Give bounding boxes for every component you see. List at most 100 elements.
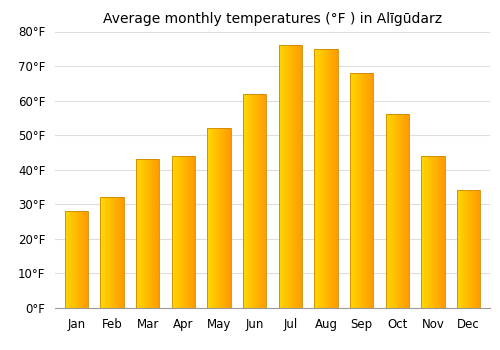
Bar [145,159,146,308]
Bar [178,156,180,308]
Bar [360,73,361,308]
Bar [294,45,295,308]
Bar [466,190,467,308]
Bar [80,211,81,308]
Bar [436,156,437,308]
Bar [153,159,154,308]
Bar [278,45,280,308]
Bar [322,49,323,308]
Bar [363,73,364,308]
Bar [422,156,444,308]
Bar [222,128,223,308]
Bar [192,156,193,308]
Bar [432,156,433,308]
Bar [261,94,262,308]
Bar [407,114,408,308]
Bar [362,73,363,308]
Bar [330,49,331,308]
Bar [148,159,149,308]
Bar [472,190,473,308]
Bar [301,45,302,308]
Bar [331,49,332,308]
Bar [280,45,281,308]
Bar [251,94,252,308]
Bar [211,128,212,308]
Bar [76,211,77,308]
Bar [138,159,139,308]
Bar [65,211,66,308]
Bar [388,114,389,308]
Bar [457,190,480,308]
Bar [287,45,288,308]
Bar [327,49,328,308]
Bar [180,156,181,308]
Bar [74,211,75,308]
Bar [299,45,300,308]
Bar [252,94,253,308]
Bar [219,128,220,308]
Bar [243,94,244,308]
Bar [314,49,315,308]
Bar [354,73,356,308]
Bar [462,190,463,308]
Bar [353,73,354,308]
Bar [320,49,321,308]
Bar [218,128,219,308]
Bar [393,114,394,308]
Bar [290,45,291,308]
Bar [116,197,117,308]
Bar [177,156,178,308]
Bar [265,94,266,308]
Bar [70,211,71,308]
Bar [110,197,111,308]
Bar [336,49,337,308]
Bar [143,159,144,308]
Bar [323,49,324,308]
Bar [467,190,468,308]
Bar [258,94,260,308]
Bar [119,197,120,308]
Bar [209,128,210,308]
Bar [114,197,115,308]
Bar [172,156,195,308]
Bar [100,197,101,308]
Bar [184,156,185,308]
Bar [244,94,245,308]
Bar [66,211,67,308]
Bar [325,49,326,308]
Bar [229,128,230,308]
Bar [398,114,399,308]
Bar [158,159,160,308]
Bar [156,159,157,308]
Bar [108,197,109,308]
Bar [399,114,400,308]
Bar [175,156,176,308]
Bar [256,94,257,308]
Bar [470,190,471,308]
Bar [225,128,226,308]
Bar [113,197,114,308]
Bar [142,159,143,308]
Bar [465,190,466,308]
Bar [460,190,461,308]
Bar [370,73,371,308]
Bar [152,159,153,308]
Bar [227,128,228,308]
Bar [186,156,187,308]
Bar [111,197,112,308]
Bar [390,114,391,308]
Bar [78,211,80,308]
Bar [188,156,189,308]
Bar [141,159,142,308]
Bar [224,128,225,308]
Bar [212,128,213,308]
Bar [386,114,409,308]
Bar [86,211,87,308]
Bar [118,197,119,308]
Bar [429,156,430,308]
Bar [226,128,227,308]
Bar [140,159,141,308]
Bar [316,49,318,308]
Bar [139,159,140,308]
Bar [324,49,325,308]
